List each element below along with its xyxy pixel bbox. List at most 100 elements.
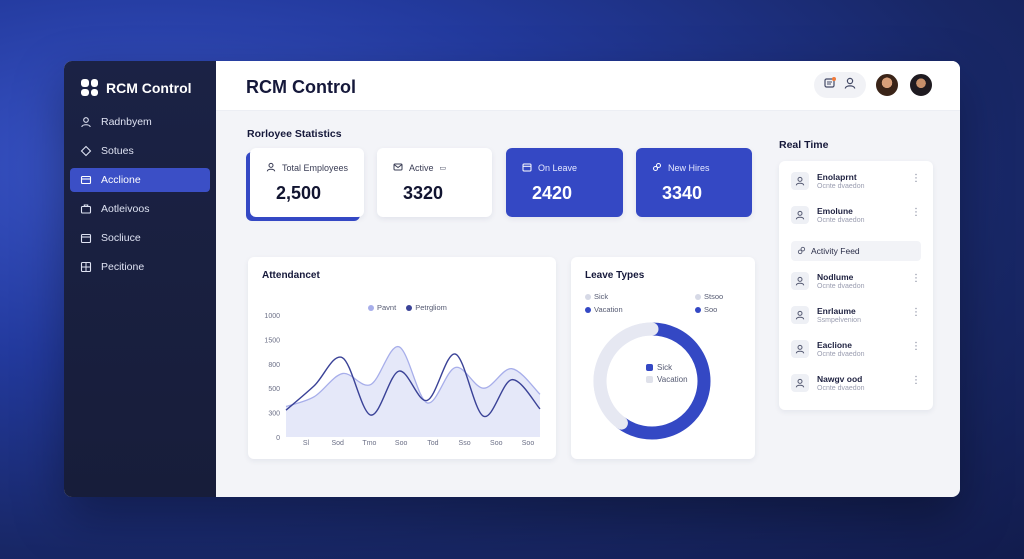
sidebar-item-label: Radnbyem (101, 116, 152, 128)
item-subtitle: Ocnte dvaedon (817, 385, 865, 392)
series-area-pavnt (286, 346, 540, 437)
sidebar-item-label: Aotleivoos (101, 203, 150, 215)
x-tick-label: Tod (427, 440, 438, 447)
item-subtitle: Ocnte dvaedon (817, 183, 865, 190)
profile-icon[interactable] (843, 76, 857, 95)
user-icon (791, 374, 809, 392)
list-item[interactable]: Enrlaume Ssmpelvenion ⋮ (791, 303, 921, 327)
more-icon[interactable]: ⋮ (911, 307, 921, 318)
stat-card-active[interactable]: Active ▭ 3320 (377, 148, 492, 217)
x-tick-label: Sod (331, 440, 344, 447)
stats-section-title: Rorloyee Statistics (247, 128, 342, 140)
stat-value: 3340 (662, 183, 703, 203)
more-icon[interactable]: ⋮ (911, 273, 921, 284)
user-icon (266, 162, 276, 174)
sidebar-item-1[interactable]: Radnbyem (70, 110, 210, 134)
item-title: Eaclione (817, 340, 852, 350)
brand-name: RCM Control (106, 79, 192, 96)
list-item[interactable]: Eaclione Ocnte dvaedon ⋮ (791, 337, 921, 361)
user-icon (791, 306, 809, 324)
list-item[interactable]: Enolaprnt Ocnte dvaedon ⋮ (791, 169, 921, 193)
y-tick-label: 500 (268, 386, 280, 393)
attendance-legend: Pavnt Petrgliom (368, 303, 447, 312)
stat-label: Active (409, 163, 434, 173)
list-item[interactable]: Nawgv ood Ocnte dvaedon ⋮ (791, 371, 921, 395)
donut-center-legend: Sick Vacation (646, 363, 688, 384)
realtime-title: Real Time (779, 139, 829, 151)
more-icon[interactable]: ⋮ (911, 341, 921, 352)
chart-icon: ▭ (439, 165, 447, 172)
list-item[interactable]: Emolune Ocnte dvaedon ⋮ (791, 203, 921, 227)
item-subtitle: Ocnte dvaedon (817, 351, 865, 358)
y-tick-label: 0 (276, 435, 280, 442)
x-tick-label: Sl (303, 440, 310, 447)
item-title: Nodlume (817, 272, 854, 282)
x-tick-label: Tmo (362, 440, 376, 447)
more-icon[interactable]: ⋮ (911, 375, 921, 386)
item-title: Enolaprnt (817, 172, 857, 182)
mail-icon (393, 162, 403, 174)
leave-types-title: Leave Types (585, 270, 645, 281)
header-icon-group (814, 72, 866, 98)
leave-legend-left: Sick Vacation (585, 292, 623, 314)
sidebar-item-label: Acclione (101, 174, 141, 186)
top-bar: RCM Control (216, 61, 960, 111)
legend-item: Sick (646, 363, 688, 372)
user-icon (791, 340, 809, 358)
leave-legend-right: Stsoo Soo (695, 292, 723, 314)
avatar[interactable] (874, 72, 900, 98)
x-tick-label: Sso (459, 440, 471, 447)
item-title: Emolune (817, 206, 853, 216)
page-title: RCM Control (246, 77, 356, 97)
y-tick-label: 1500 (264, 337, 280, 344)
leave-donut-chart (593, 322, 711, 440)
stat-label: New Hires (668, 163, 710, 173)
more-icon[interactable]: ⋮ (911, 207, 921, 218)
stat-card-total-employees[interactable]: Total Employees 2,500 (250, 148, 364, 217)
logo-icon (81, 79, 98, 96)
sidebar-item-label: Pecitione (101, 261, 145, 273)
card-icon (80, 174, 92, 186)
sidebar: RCM Control Radnbyem Sotues Acclione Aot… (64, 61, 216, 497)
realtime-panel: Enolaprnt Ocnte dvaedon ⋮ Emolune Ocnte dv… (779, 161, 933, 410)
sidebar-item-label: Socliuce (101, 232, 141, 244)
activity-feed-header[interactable]: Activity Feed (791, 241, 921, 261)
user-icon (791, 206, 809, 224)
sidebar-item-6[interactable]: Pecitione (70, 255, 210, 279)
notification-icon[interactable] (823, 76, 837, 95)
item-title: Enrlaume (817, 306, 856, 316)
user-icon (791, 172, 809, 190)
link-icon (652, 162, 662, 174)
x-tick-label: Soo (395, 440, 408, 447)
sidebar-item-2[interactable]: Sotues (70, 139, 210, 163)
y-tick-label: 800 (268, 362, 280, 369)
series-line-petrgliom (285, 353, 541, 417)
attendance-panel: Attendancet Pavnt Petrgliom 1000 1500 800 5… (248, 257, 556, 459)
grid-icon (80, 261, 92, 273)
sidebar-nav: Radnbyem Sotues Acclione Aotleivoos Socl… (70, 110, 210, 284)
link-icon (797, 246, 806, 257)
user-icon (80, 116, 92, 128)
calendar-icon (522, 162, 532, 174)
y-tick-label: 300 (268, 411, 280, 418)
sidebar-item-label: Sotues (101, 145, 134, 157)
sidebar-item-5[interactable]: Socliuce (70, 226, 210, 250)
pie-slice-vacation (593, 322, 659, 430)
item-subtitle: Ssmpelvenion (817, 317, 861, 324)
top-actions (814, 72, 934, 98)
sidebar-item-4[interactable]: Aotleivoos (70, 197, 210, 221)
list-item[interactable]: Nodlume Ocnte dvaedon ⋮ (791, 269, 921, 293)
legend-item: Stsoo (695, 292, 723, 301)
x-tick-label: Soo (522, 440, 535, 447)
legend-item: Soo (695, 305, 723, 314)
stat-card-new-hires[interactable]: New Hires 3340 (636, 148, 752, 217)
brand[interactable]: RCM Control (81, 79, 192, 96)
sidebar-item-3[interactable]: Acclione (70, 168, 210, 192)
attendance-title: Attendancet (262, 270, 320, 281)
stat-value: 3320 (403, 183, 444, 203)
more-icon[interactable]: ⋮ (911, 173, 921, 184)
stat-card-on-leave[interactable]: On Leave 2420 (506, 148, 623, 217)
user-icon (791, 272, 809, 290)
avatar[interactable] (908, 72, 934, 98)
attendance-line-chart: 1000 1500 800 500 300 0 Sl Sod Tmo Soo Tod Sso Soo So… (264, 313, 541, 447)
